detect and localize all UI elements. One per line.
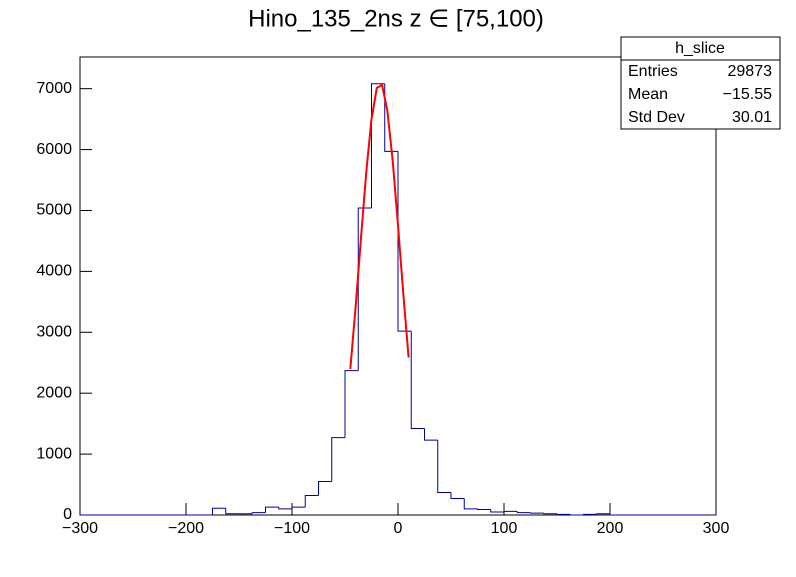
histogram-bin <box>596 513 610 515</box>
histogram-bin <box>609 513 624 516</box>
histogram-bin <box>318 481 332 496</box>
x-tick-label: −300 <box>62 520 98 537</box>
y-tick-label: 6000 <box>36 141 72 158</box>
histogram-bin <box>371 83 385 209</box>
histogram-bin <box>212 507 226 515</box>
histogram-bin <box>437 440 451 493</box>
stats-value: 30.01 <box>732 109 772 126</box>
x-tick-label: 200 <box>597 520 624 537</box>
stats-label: Entries <box>628 63 678 80</box>
histogram-bin <box>410 331 425 430</box>
histogram-bin <box>556 513 571 515</box>
histogram-bin <box>304 495 319 508</box>
stats-value: 29873 <box>728 63 773 80</box>
x-tick-label: −100 <box>274 520 310 537</box>
histogram-bin <box>424 428 438 441</box>
histogram-bin <box>463 498 478 510</box>
stats-title: h_slice <box>675 40 725 57</box>
histogram-bin <box>291 506 306 509</box>
histogram-bin <box>503 510 518 512</box>
histogram-bin <box>251 512 266 514</box>
chart-title: Hino_135_2ns z ∈ [75,100) <box>248 5 544 32</box>
x-tick-label: 100 <box>491 520 518 537</box>
y-tick-label: 3000 <box>36 324 72 341</box>
stats-value: −15.55 <box>723 86 772 103</box>
y-tick-label: 5000 <box>36 202 72 219</box>
stats-label: Std Dev <box>628 109 685 126</box>
histogram-bin <box>344 370 359 438</box>
fit-curve <box>349 83 410 370</box>
y-tick-label: 1000 <box>36 445 72 462</box>
x-tick-label: 300 <box>703 520 730 537</box>
x-tick-label: −200 <box>168 520 204 537</box>
y-tick-label: 0 <box>63 506 72 523</box>
histogram-bin <box>477 508 491 511</box>
stats-box <box>620 36 781 130</box>
histogram-bin <box>516 511 531 514</box>
y-tick-label: 2000 <box>36 384 72 401</box>
histogram-bin <box>278 507 292 510</box>
histogram-bin <box>543 513 557 515</box>
histogram-bin <box>384 83 398 152</box>
histogram-bin <box>450 492 465 500</box>
histogram-bin <box>331 437 345 482</box>
histogram-bin <box>357 207 372 371</box>
histogram-bin <box>265 506 279 513</box>
histogram-bin <box>490 509 504 513</box>
y-tick-label: 7000 <box>36 80 72 97</box>
histogram-bin <box>569 514 584 516</box>
histogram-bin <box>225 508 239 515</box>
y-tick-label: 4000 <box>36 263 72 280</box>
histogram-bin <box>530 512 544 514</box>
histogram-bin <box>583 513 597 515</box>
x-tick-label: 0 <box>394 520 403 537</box>
stats-label: Mean <box>628 86 668 103</box>
